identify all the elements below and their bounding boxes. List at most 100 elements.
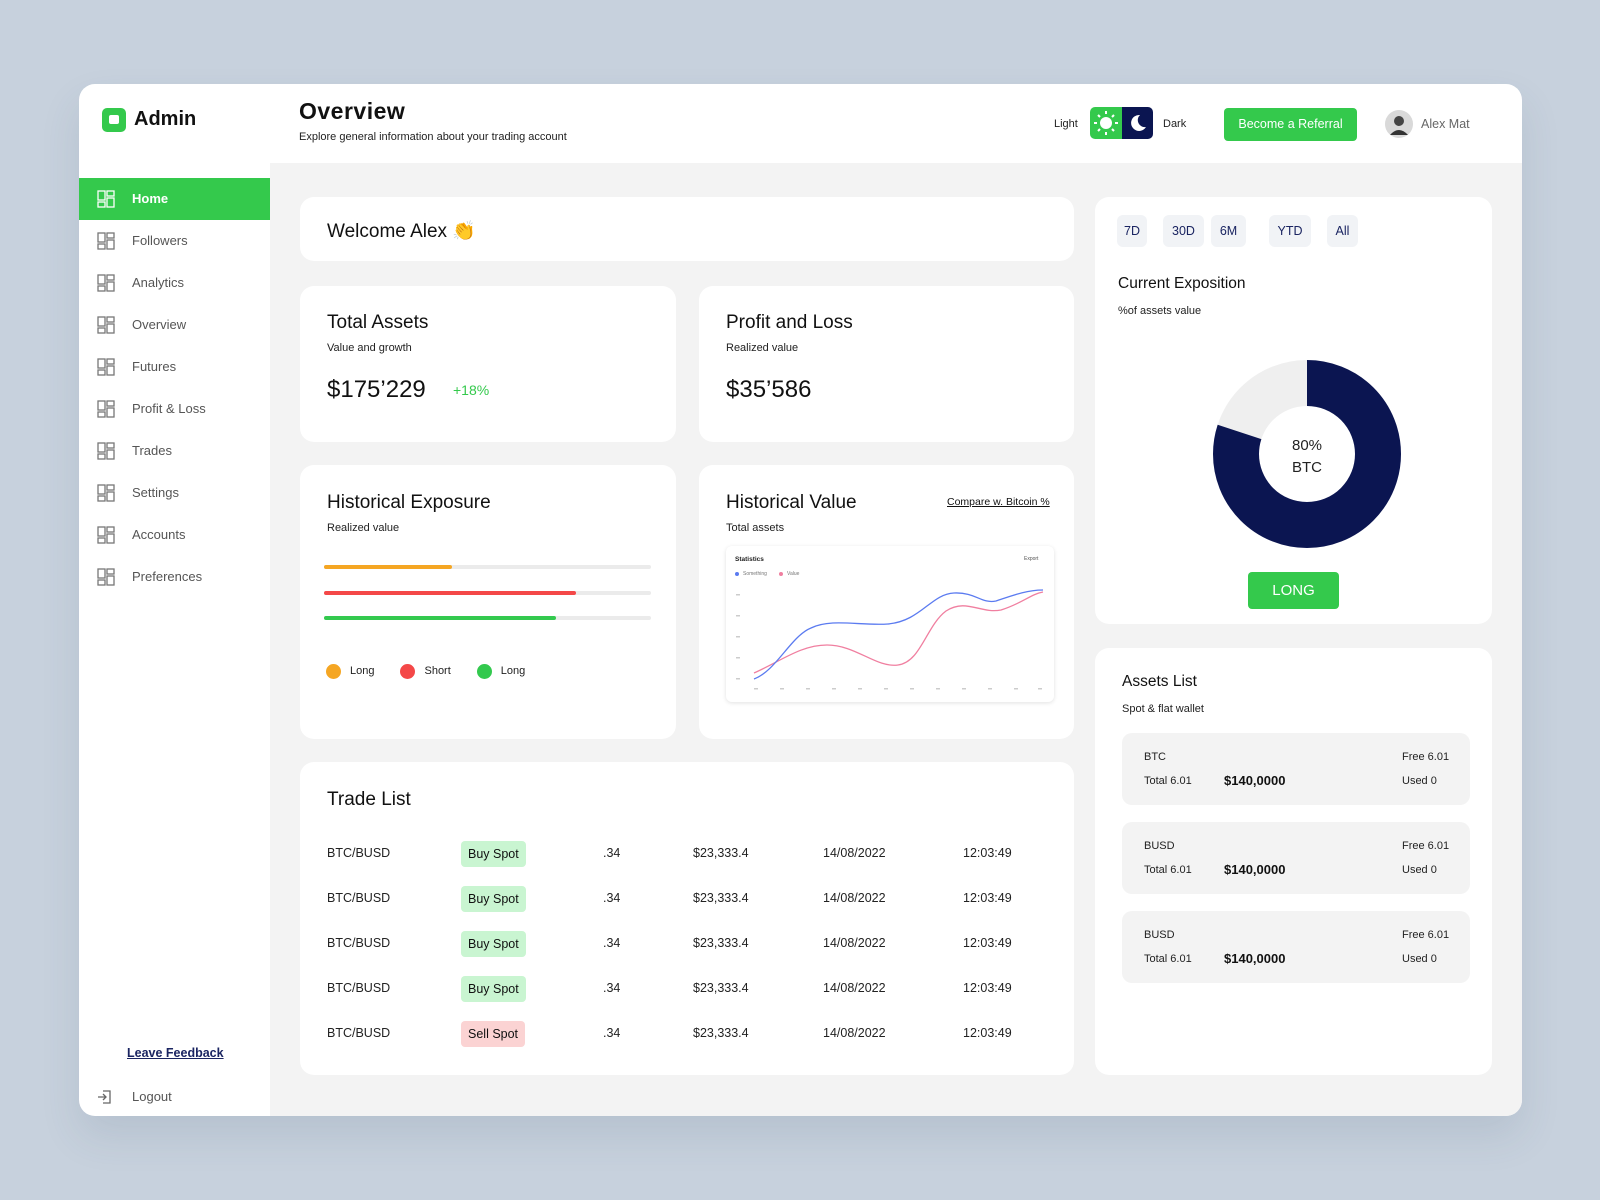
welcome-card: Welcome Alex 👏 (300, 197, 1074, 261)
growth-change: +18% (453, 382, 490, 398)
nav-icon (97, 442, 115, 460)
trade-time: 12:03:49 (963, 1026, 1012, 1040)
donut-label: 80% (1292, 437, 1322, 454)
nav-item[interactable]: Profit & Loss (79, 388, 270, 430)
period-button[interactable]: All (1327, 215, 1358, 247)
nav-icon-shape (106, 358, 115, 365)
period-button[interactable]: YTD (1269, 215, 1311, 247)
asset-name: BUSD (1144, 840, 1175, 852)
asset-used: Used 0 (1402, 775, 1437, 787)
nav-icon-shape (106, 533, 115, 544)
user-name[interactable]: Alex Mat (1421, 117, 1470, 131)
trade-date: 14/08/2022 (823, 1026, 886, 1040)
nav-item[interactable]: Settings (79, 472, 270, 514)
nav-item[interactable]: Overview (79, 304, 270, 346)
trade-pair: BTC/BUSD (327, 981, 391, 995)
historical-value-card: Historical Value Total assets Compare w.… (699, 465, 1074, 739)
compare-link[interactable]: Compare w. Bitcoin % (947, 496, 1050, 508)
asset-value: $140,0000 (1224, 773, 1286, 788)
theme-moon (1122, 107, 1153, 139)
asset-item: BUSD Total 6.01 $140,0000 Free 6.01 Used 0 (1122, 911, 1470, 983)
nav-icon-shape (106, 407, 115, 418)
nav-label: Trades (132, 443, 172, 458)
nav-icon (97, 568, 115, 586)
nav-icon-shape (106, 274, 115, 281)
nav-item[interactable]: Accounts (79, 514, 270, 556)
mini-legend-label: Value (787, 571, 800, 577)
nav-item[interactable]: Home (79, 178, 270, 220)
asset-value: $140,0000 (1224, 951, 1286, 966)
legend-dot (476, 664, 492, 679)
nav-label: Accounts (132, 527, 186, 542)
period-button[interactable]: 6M (1211, 215, 1246, 247)
mini-axis-ticks (736, 594, 1042, 690)
asset-name: BTC (1144, 751, 1166, 763)
asset-used: Used 0 (1402, 864, 1437, 876)
trade-price: $23,333.4 (693, 981, 749, 995)
card-title: Assets List (1122, 673, 1197, 690)
trade-date: 14/08/2022 (823, 936, 886, 950)
nav-label: Settings (132, 485, 179, 500)
period-button[interactable]: 7D (1117, 215, 1147, 247)
card-subtitle: Spot & flat wallet (1122, 703, 1204, 715)
page-subtitle: Explore general information about your t… (299, 131, 567, 143)
historical-exposure-card: Historical Exposure Realized value Long S… (300, 465, 676, 739)
theme-toggle[interactable] (1090, 107, 1153, 139)
mini-chart: Statistics Export Something Value (726, 546, 1054, 702)
card-title: Historical Exposure (327, 492, 491, 513)
user-avatar[interactable] (1385, 110, 1413, 138)
moon-icon (1131, 114, 1146, 131)
nav-item[interactable]: Preferences (79, 556, 270, 598)
nav-icon-shape (106, 239, 115, 250)
logout-icon (98, 1090, 111, 1104)
feedback-link[interactable]: Leave Feedback (127, 1046, 224, 1060)
nav-icon-shape (97, 579, 106, 586)
nav-icon-shape (97, 285, 106, 292)
asset-free: Free 6.01 (1402, 840, 1450, 852)
trade-date: 14/08/2022 (823, 846, 886, 860)
nav-item[interactable]: Trades (79, 430, 270, 472)
position-button[interactable]: LONG (1248, 572, 1339, 609)
asset-total: Total 6.01 (1144, 953, 1192, 965)
asset-item: BTC Total 6.01 $140,0000 Free 6.01 Used 0 (1122, 733, 1470, 805)
trade-pair: BTC/BUSD (327, 846, 391, 860)
sidebar-nav: Home Followers Analytics Overview Futures Pro… (79, 178, 270, 608)
app-window: Admin Home Followers Analytics Overview Futu… (79, 84, 1522, 1116)
total-assets-value: $175’229 (327, 376, 426, 403)
nav-label: Followers (132, 233, 188, 248)
card-title: Profit and Loss (726, 312, 853, 333)
mini-legend-label: Something (743, 571, 767, 577)
profit-loss-value: $35’586 (726, 376, 812, 403)
exposition-card: Current Exposition %of assets value 80% B… (1095, 197, 1492, 624)
nav-icon-shape (97, 358, 106, 369)
referral-button[interactable]: Become a Referral (1224, 108, 1357, 141)
nav-item[interactable]: Analytics (79, 262, 270, 304)
mini-chart-export[interactable]: Export (1024, 556, 1039, 562)
nav-icon (97, 400, 115, 418)
nav-icon-shape (97, 201, 106, 208)
nav-icon-shape (97, 526, 106, 537)
trade-amount: .34 (603, 981, 621, 995)
nav-icon-shape (106, 526, 115, 533)
trade-type-badge: Buy Spot (461, 841, 526, 867)
logout-link[interactable]: Logout (132, 1089, 172, 1104)
nav-icon-shape (106, 232, 115, 239)
nav-item[interactable]: Futures (79, 346, 270, 388)
nav-icon-shape (97, 369, 106, 376)
nav-icon (97, 232, 115, 250)
asset-free: Free 6.01 (1402, 929, 1450, 941)
trade-list-card: Trade List BTC/BUSD Buy Spot .34 $23,333.4 1… (300, 762, 1074, 1075)
nav-icon-shape (97, 453, 106, 460)
trade-price: $23,333.4 (693, 936, 749, 950)
logo-icon (102, 108, 126, 132)
nav-icon (97, 484, 115, 502)
trade-type-badge: Buy Spot (461, 976, 526, 1002)
nav-icon-shape (97, 411, 106, 418)
nav-icon-shape (97, 537, 106, 544)
period-button[interactable]: 30D (1163, 215, 1204, 247)
nav-label: Home (132, 191, 169, 206)
nav-item[interactable]: Followers (79, 220, 270, 262)
logo-glyph (109, 115, 119, 124)
